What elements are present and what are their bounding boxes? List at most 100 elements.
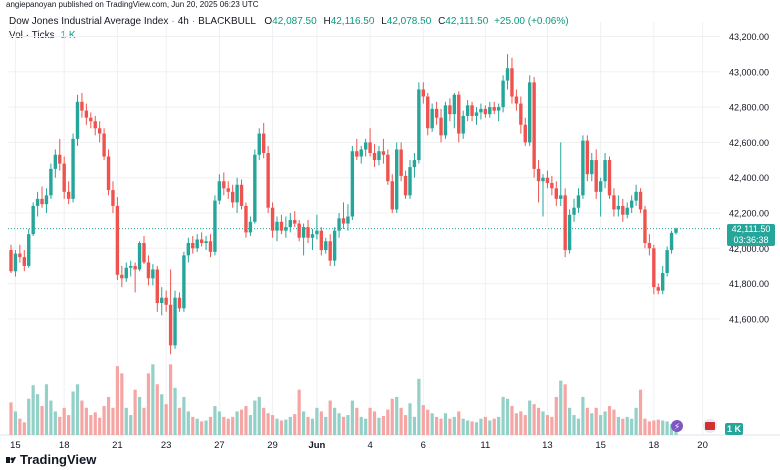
volume-bar: [98, 417, 102, 435]
candle-body: [275, 221, 279, 231]
volume-bar: [306, 416, 310, 435]
c-label: C: [438, 16, 446, 27]
volume-bar: [559, 380, 563, 435]
volume-bar: [226, 418, 230, 435]
x-tick-label: 15: [10, 440, 21, 451]
volume-bar: [204, 420, 208, 435]
volume-bar: [519, 411, 523, 435]
o-label: O: [264, 16, 273, 27]
volume-bar: [235, 411, 239, 435]
volume-bar: [643, 418, 647, 435]
candle-body: [235, 184, 239, 203]
last-price-value: 42,111.50: [731, 224, 771, 234]
publisher-line: angiepanoyan published on TradingView.co…: [6, 0, 259, 9]
legend-main: Dow Jones Industrial Average Index · 4h · BL…: [9, 16, 569, 27]
volume-bar: [381, 415, 385, 435]
candle-body: [395, 149, 399, 210]
candle-body: [505, 68, 510, 81]
volume-bar: [182, 396, 186, 435]
volume-bar: [27, 398, 31, 435]
volume-bar: [594, 407, 598, 435]
candle-body: [270, 207, 275, 231]
candle-body: [492, 107, 496, 111]
candle-body: [111, 190, 115, 206]
candle-body: [27, 234, 31, 266]
candle-body: [656, 287, 660, 291]
candle-body: [355, 151, 359, 157]
vol-label[interactable]: Vol · Ticks: [9, 30, 55, 41]
candle-body: [576, 195, 581, 208]
candle-body: [49, 168, 53, 196]
y-tick-label: 42,000.00: [729, 244, 769, 254]
candle-body: [408, 167, 412, 196]
candle-body: [217, 181, 222, 201]
candle-body: [519, 103, 523, 125]
volume-bar: [195, 418, 199, 435]
legend-volume: Vol · Ticks 1 K: [9, 30, 76, 41]
candle-body: [621, 205, 625, 215]
volume-bar: [129, 415, 133, 435]
volume-bar: [355, 407, 359, 435]
candle-body: [208, 241, 213, 252]
volume-bar: [483, 416, 487, 435]
candle-body: [363, 142, 368, 150]
volume-bar: [488, 420, 492, 435]
volume-bar: [501, 396, 505, 435]
candle-body: [452, 94, 457, 115]
legend-symbol[interactable]: Dow Jones Industrial Average Index: [9, 16, 169, 27]
candle-body: [434, 108, 439, 118]
candle-body: [9, 250, 13, 272]
volume-bar: [581, 396, 585, 435]
volume-bar: [80, 400, 84, 435]
candle-body: [97, 128, 102, 134]
volume-bar: [257, 396, 261, 435]
candle-body: [337, 218, 341, 231]
candle-body: [230, 191, 235, 203]
candle-body: [674, 228, 678, 233]
volume-bar: [310, 418, 315, 435]
candle-body: [581, 140, 585, 196]
candle-body: [115, 205, 120, 275]
volume-bar: [213, 406, 217, 435]
candle-body: [545, 177, 550, 183]
candle-body: [315, 230, 319, 235]
volume-bar: [621, 418, 625, 435]
volume-bar: [417, 378, 421, 435]
candle-body: [137, 243, 142, 270]
volume-bar: [568, 407, 572, 435]
candle-body: [598, 181, 603, 192]
volume-bar: [106, 396, 111, 435]
x-tick-label: 18: [649, 440, 660, 451]
candle-body: [572, 207, 576, 215]
x-tick-label: 23: [161, 440, 172, 451]
volume-bar: [253, 400, 257, 435]
volume-bar: [359, 416, 363, 435]
volume-bar: [368, 407, 372, 435]
candle-body: [510, 68, 514, 97]
volume-bar: [563, 384, 567, 435]
candle-body: [523, 124, 527, 143]
volume-bar: [412, 416, 417, 435]
volume-bar: [284, 419, 288, 435]
candle-body: [306, 227, 310, 238]
volume-bar: [634, 407, 638, 435]
candle-body: [541, 177, 545, 182]
vol-value: 1 K: [60, 30, 76, 41]
x-tick-label: 4: [367, 440, 372, 451]
candle-body: [102, 133, 106, 157]
candle-body: [669, 232, 674, 251]
y-tick-label: 41,800.00: [729, 279, 769, 289]
volume-bar: [461, 418, 465, 435]
volume-bar: [474, 422, 479, 435]
candle-body: [288, 220, 292, 228]
volume-bar: [244, 406, 248, 435]
y-tick-label: 42,400.00: [729, 173, 769, 183]
volume-bar: [505, 398, 510, 435]
volume-bar: [328, 400, 332, 435]
candle-body: [124, 267, 128, 279]
candle-body: [638, 191, 643, 210]
candle-body: [559, 195, 563, 199]
candle-body: [226, 188, 230, 192]
volume-bar: [612, 409, 616, 435]
